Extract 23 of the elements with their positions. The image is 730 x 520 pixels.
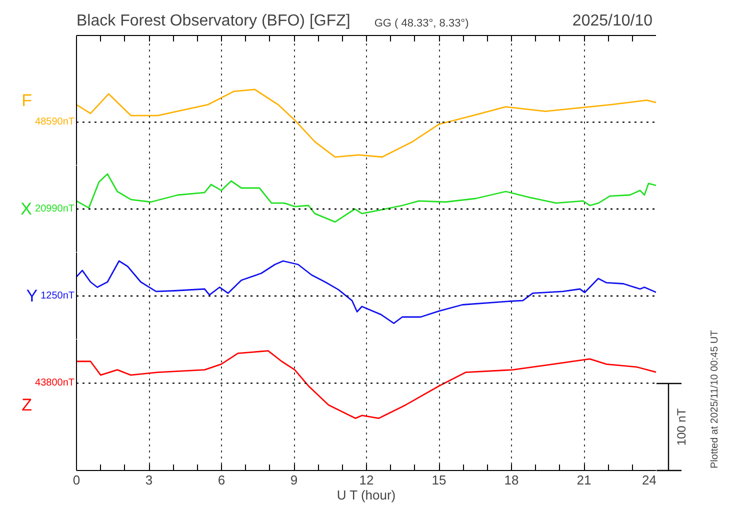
y-axis-title: F (22, 91, 32, 110)
x-tick-label: 18 (504, 472, 519, 488)
x-tick-label: 12 (359, 472, 374, 488)
text: 2025/10/10 (572, 12, 653, 30)
x-tick-label: 6 (218, 472, 226, 488)
y-axis-title: Y (26, 286, 38, 306)
chart-title: Black Forest Observatory (BFO) [GFZ] (76, 12, 350, 30)
x-tick-label: 9 (290, 472, 298, 488)
x-tick-label: 15 (432, 472, 446, 488)
text: Plotted at 2025/11/10 00:45 UT (710, 330, 720, 468)
x-axis-title: U T (hour) (336, 488, 396, 502)
y-axis-title: X (20, 200, 32, 218)
text: 1250nT (40, 290, 75, 302)
text: 100 nT (674, 408, 688, 446)
x-tick-label: 0 (72, 472, 80, 488)
text: 43800nT (35, 378, 75, 389)
x-tick-label: 24 (642, 472, 657, 488)
text: 20990nT (35, 204, 75, 214)
x-tick-label: 3 (145, 472, 153, 488)
text: 48590nT (35, 116, 75, 128)
x-tick-label: 21 (576, 472, 592, 488)
y-axis-title: Z (22, 396, 32, 414)
chart-subtitle: GG ( 48.33°, 8.33°) (374, 18, 469, 30)
